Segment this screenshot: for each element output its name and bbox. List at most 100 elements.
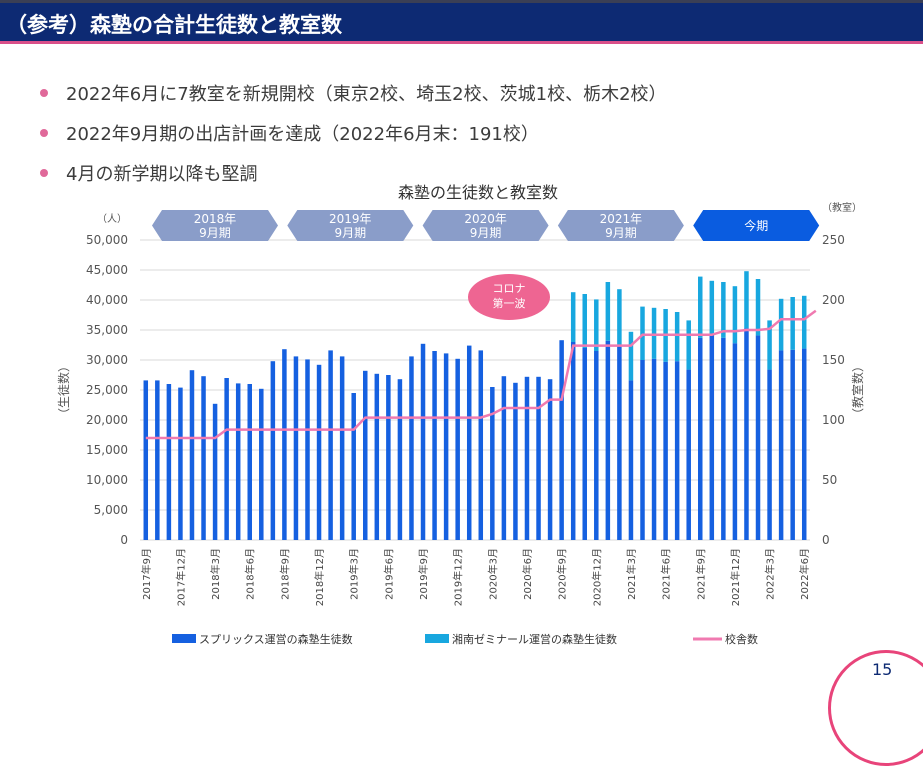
y-tick-label: 50,000 xyxy=(86,233,128,247)
chart-title: 森塾の生徒数と教室数 xyxy=(398,183,558,202)
bullet-item: 2022年6月に7教室を新規開校（東京2校、埼玉2校、茨城1校、栃木2校） xyxy=(40,82,667,122)
bar-main xyxy=(640,360,645,540)
right-axis-unit: （教室） xyxy=(822,201,862,214)
x-tick-label: 2018年6月 xyxy=(244,548,257,600)
y-axis-label: （生徒数） xyxy=(56,360,71,420)
x-tick-label: 2020年12月 xyxy=(590,548,603,606)
bar-sub xyxy=(605,282,611,341)
bar-sub xyxy=(628,331,634,381)
period-label-term: 9月期 xyxy=(199,226,231,240)
period-arrow xyxy=(557,210,684,241)
bar-main xyxy=(605,340,611,540)
y2-tick-label: 100 xyxy=(822,413,845,427)
bar-main xyxy=(547,379,553,540)
bar-main xyxy=(490,387,495,540)
bars xyxy=(143,271,807,540)
x-tick-label: 2021年6月 xyxy=(660,548,673,600)
x-tick-label: 2019年9月 xyxy=(417,548,430,600)
bar-main xyxy=(363,370,368,540)
period-label-term: 9月期 xyxy=(334,226,366,240)
covid-label-line2: 第一波 xyxy=(493,296,526,310)
y2-tick-label: 250 xyxy=(822,233,845,247)
bullet-dot-icon xyxy=(40,89,48,97)
bar-sub xyxy=(790,297,795,350)
bar-main xyxy=(582,348,587,540)
bar-main xyxy=(790,349,795,540)
bullet-dot-icon xyxy=(40,169,48,177)
bar-main xyxy=(778,350,784,540)
header-accent-rule xyxy=(0,41,923,44)
bar-main xyxy=(501,376,507,540)
bar-main xyxy=(767,369,772,540)
bar-sub xyxy=(721,282,726,338)
bar-main xyxy=(524,376,530,540)
x-tick-label: 2018年9月 xyxy=(278,548,291,600)
bar-sub xyxy=(594,299,599,351)
bullet-item: 4月の新学期以降も堅調 xyxy=(40,162,667,202)
x-tick-label: 2022年3月 xyxy=(764,548,777,600)
bullet-text: 2022年9月期の出店計画を達成（2022年6月末：191校） xyxy=(66,124,539,145)
y-tick-label: 45,000 xyxy=(86,263,128,277)
bar-main xyxy=(155,380,160,540)
bar-main xyxy=(409,356,414,540)
y-tick-label: 25,000 xyxy=(86,383,128,397)
legend-label-line: 校舎数 xyxy=(725,632,758,646)
bar-main xyxy=(420,343,426,540)
legend-label-main: スプリックス運営の森塾生徒数 xyxy=(199,632,353,646)
bar-main xyxy=(316,364,322,540)
bar-main xyxy=(247,384,252,540)
period-label-year: 2021年 xyxy=(600,212,643,226)
period-arrow xyxy=(152,210,278,241)
bar-sub xyxy=(651,307,657,359)
students-classrooms-chart: 森塾の生徒数と教室数 （人） （教室） （生徒数） （教室数） 50,000 45… xyxy=(56,183,865,646)
bar-main xyxy=(709,334,715,540)
bar-main xyxy=(282,349,287,540)
bar-main xyxy=(721,337,726,540)
covid-label-line1: コロナ xyxy=(493,282,526,295)
y-tick-label: 10,000 xyxy=(86,473,128,487)
bar-main xyxy=(744,328,749,540)
x-tick-label: 2017年9月 xyxy=(140,548,153,600)
period-label-current: 今期 xyxy=(744,218,768,233)
bar-main xyxy=(443,353,449,540)
bar-main xyxy=(328,350,333,540)
bar-main xyxy=(305,359,310,540)
bar-main xyxy=(386,375,391,540)
page-title: （参考）森塾の合計生徒数と教室数 xyxy=(6,13,342,37)
bar-main xyxy=(178,387,183,540)
legend-label-sub: 湘南ゼミナール運営の森塾生徒数 xyxy=(452,632,617,646)
bullet-text: 2022年6月に7教室を新規開校（東京2校、埼玉2校、茨城1校、栃木2校） xyxy=(66,84,667,105)
bar-main xyxy=(374,373,380,540)
y-tick-label: 15,000 xyxy=(86,443,128,457)
bar-main xyxy=(455,358,460,540)
x-tick-label: 2020年6月 xyxy=(521,548,534,600)
bar-sub xyxy=(744,271,749,329)
period-arrow xyxy=(287,210,414,241)
x-tick-label: 2019年12月 xyxy=(452,548,465,606)
bar-main xyxy=(466,345,472,540)
x-tick-label: 2021年12月 xyxy=(729,548,742,606)
bar-main xyxy=(201,376,206,540)
bar-main xyxy=(628,380,634,540)
top-border xyxy=(0,0,923,3)
classroom-line-path xyxy=(145,309,817,440)
bar-main xyxy=(351,393,356,540)
y-tick-label: 20,000 xyxy=(86,413,128,427)
bar-main xyxy=(755,335,761,540)
y2-axis-ticks: 250 200 150 100 50 0 xyxy=(822,233,845,547)
bar-main xyxy=(478,350,484,540)
bar-sub xyxy=(617,289,622,345)
period-label-year: 2018年 xyxy=(194,212,237,226)
period-label-term: 9月期 xyxy=(605,226,637,240)
x-tick-label: 2022年6月 xyxy=(798,548,811,600)
bar-main xyxy=(293,356,299,540)
period-label-term: 9月期 xyxy=(470,226,502,240)
x-tick-label: 2019年6月 xyxy=(382,548,395,600)
bar-main xyxy=(698,337,703,540)
bullet-item: 2022年9月期の出店計画を達成（2022年6月末：191校） xyxy=(40,122,667,162)
y2-tick-label: 50 xyxy=(822,473,837,487)
period-label-year: 2019年 xyxy=(329,212,372,226)
y-tick-label: 5,000 xyxy=(94,503,128,517)
covid-bubble xyxy=(468,274,550,320)
